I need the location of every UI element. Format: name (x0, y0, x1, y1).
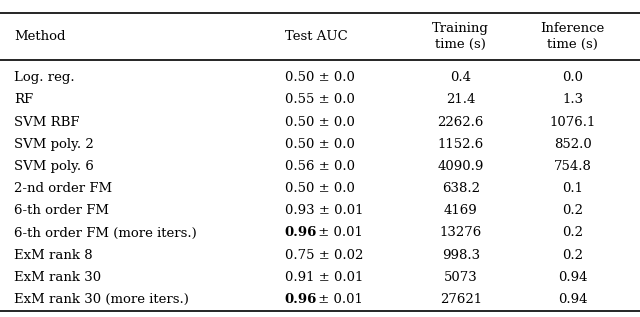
Text: ExM rank 30 (more iters.): ExM rank 30 (more iters.) (14, 293, 189, 306)
Text: 0.56 ± 0.0: 0.56 ± 0.0 (285, 160, 355, 173)
Text: 0.91 ± 0.01: 0.91 ± 0.01 (285, 271, 363, 284)
Text: Test AUC: Test AUC (285, 30, 348, 43)
Text: 0.2: 0.2 (563, 204, 583, 217)
Text: Inference
time (s): Inference time (s) (541, 23, 605, 50)
Text: 0.94: 0.94 (558, 293, 588, 306)
Text: 1152.6: 1152.6 (438, 138, 484, 151)
Text: 4169: 4169 (444, 204, 477, 217)
Text: 0.75 ± 0.02: 0.75 ± 0.02 (285, 249, 363, 262)
Text: SVM poly. 6: SVM poly. 6 (14, 160, 94, 173)
Text: SVM RBF: SVM RBF (14, 115, 79, 129)
Text: 0.50 ± 0.0: 0.50 ± 0.0 (285, 182, 355, 195)
Text: Training
time (s): Training time (s) (433, 23, 489, 50)
Text: RF: RF (14, 93, 33, 107)
Text: 0.2: 0.2 (563, 226, 583, 240)
Text: 6-th order FM (more iters.): 6-th order FM (more iters.) (14, 226, 197, 240)
Text: 998.3: 998.3 (442, 249, 480, 262)
Text: ± 0.01: ± 0.01 (314, 293, 363, 306)
Text: Method: Method (14, 30, 65, 43)
Text: 638.2: 638.2 (442, 182, 480, 195)
Text: 2262.6: 2262.6 (438, 115, 484, 129)
Text: 0.94: 0.94 (558, 271, 588, 284)
Text: 852.0: 852.0 (554, 138, 591, 151)
Text: 1076.1: 1076.1 (550, 115, 596, 129)
Text: 6-th order FM: 6-th order FM (14, 204, 109, 217)
Text: 1.3: 1.3 (562, 93, 584, 107)
Text: Log. reg.: Log. reg. (14, 71, 75, 84)
Text: 0.55 ± 0.0: 0.55 ± 0.0 (285, 93, 355, 107)
Text: 0.50 ± 0.0: 0.50 ± 0.0 (285, 71, 355, 84)
Text: 27621: 27621 (440, 293, 482, 306)
Text: 0.96: 0.96 (285, 293, 317, 306)
Text: 0.0: 0.0 (563, 71, 583, 84)
Text: 0.2: 0.2 (563, 249, 583, 262)
Text: 2-nd order FM: 2-nd order FM (14, 182, 112, 195)
Text: 21.4: 21.4 (446, 93, 476, 107)
Text: 754.8: 754.8 (554, 160, 592, 173)
Text: 4090.9: 4090.9 (438, 160, 484, 173)
Text: 0.50 ± 0.0: 0.50 ± 0.0 (285, 138, 355, 151)
Text: ExM rank 8: ExM rank 8 (14, 249, 93, 262)
Text: ExM rank 30: ExM rank 30 (14, 271, 101, 284)
Text: 0.1: 0.1 (563, 182, 583, 195)
Text: 0.93 ± 0.01: 0.93 ± 0.01 (285, 204, 364, 217)
Text: 13276: 13276 (440, 226, 482, 240)
Text: ± 0.01: ± 0.01 (314, 226, 363, 240)
Text: 5073: 5073 (444, 271, 477, 284)
Text: 0.50 ± 0.0: 0.50 ± 0.0 (285, 115, 355, 129)
Text: SVM poly. 2: SVM poly. 2 (14, 138, 94, 151)
Text: 0.96: 0.96 (285, 226, 317, 240)
Text: 0.4: 0.4 (451, 71, 471, 84)
